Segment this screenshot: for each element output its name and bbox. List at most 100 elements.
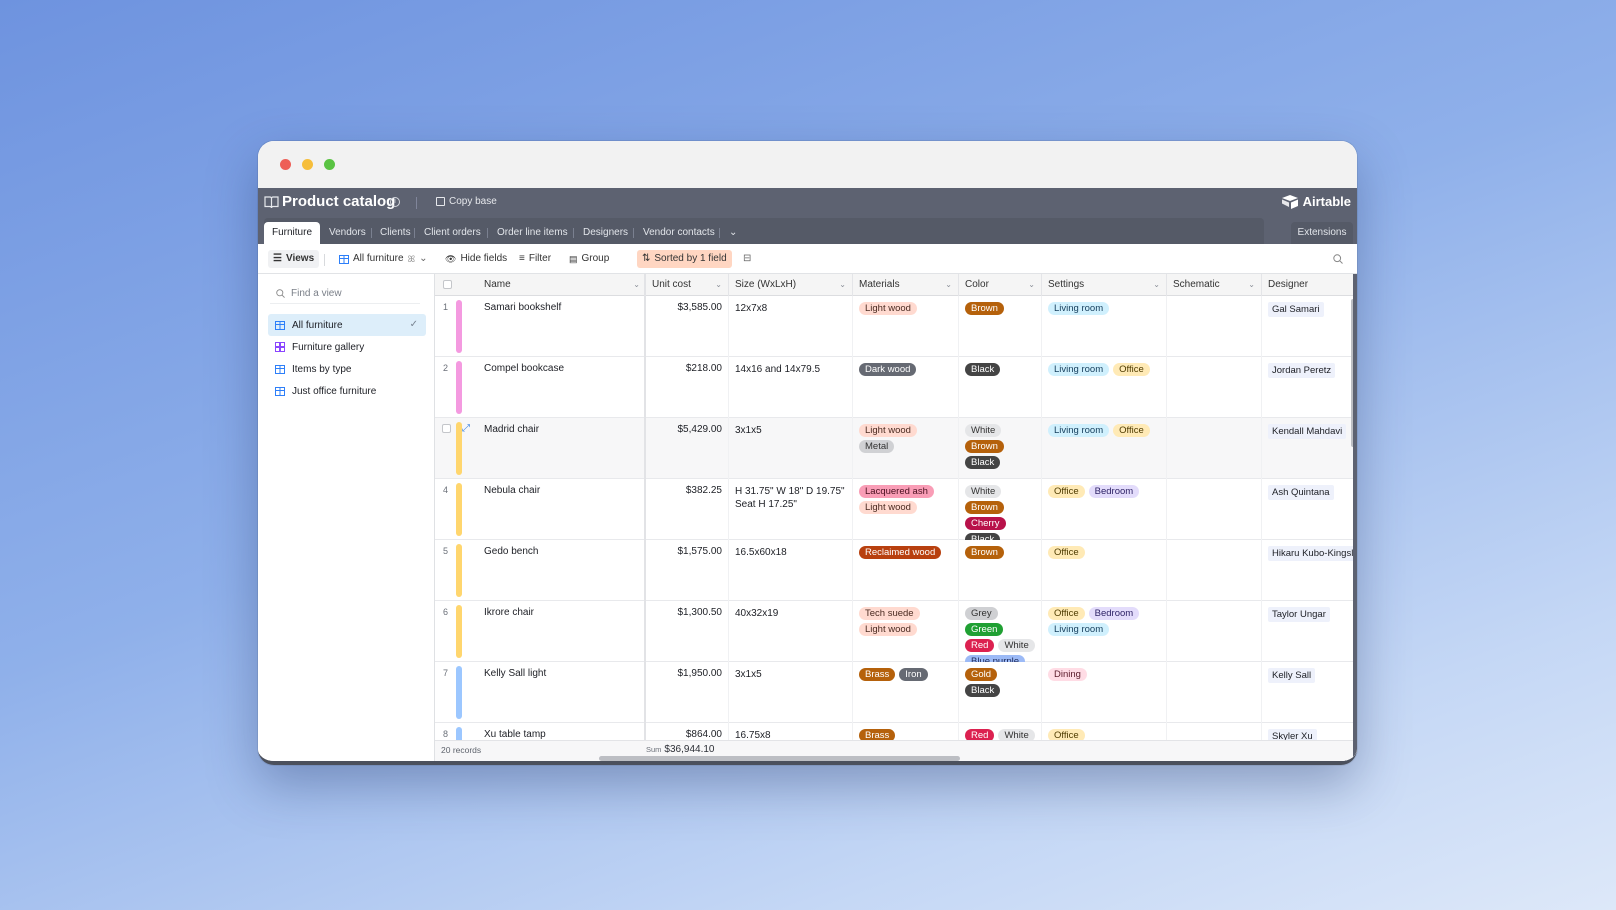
views-button[interactable]: ☰ Views <box>268 250 320 268</box>
expand-record-icon[interactable]: ⤢ <box>462 423 470 434</box>
schematic-cell[interactable] <box>1167 418 1262 479</box>
table-row[interactable]: 6 Ikrore chair $1,300.50 40x32x19 Tech suede… <box>435 601 1357 662</box>
table-row[interactable]: 2 Compel bookcase $218.00 14x16 and 14x79.5… <box>435 357 1357 418</box>
materials-cell[interactable]: Brass Iron <box>853 662 959 723</box>
name-cell[interactable]: Ikrore chair <box>484 607 535 618</box>
column-header-schematic[interactable]: Schematic ⌄ <box>1167 274 1262 296</box>
table-row[interactable]: 1 Samari bookshelf $3,585.00 12x7x8 Light wo… <box>435 296 1357 357</box>
size-cell[interactable]: 12x7x8 <box>729 296 853 357</box>
sidebar-view-furniture-gallery[interactable]: Furniture gallery <box>268 336 426 358</box>
frozen-column-divider[interactable] <box>644 274 646 761</box>
unit-cost-cell[interactable]: $3,585.00 <box>646 296 729 357</box>
materials-cell[interactable]: Reclaimed wood <box>853 540 959 601</box>
filter-button[interactable]: ≡ Filter <box>514 250 556 268</box>
sort-button[interactable]: ⇅ Sorted by 1 field <box>637 250 732 268</box>
name-cell[interactable]: Samari bookshelf <box>484 302 562 313</box>
maximize-window-button[interactable] <box>324 159 335 170</box>
column-header-unit-cost[interactable]: Unit cost ⌄ <box>646 274 729 296</box>
name-cell[interactable]: Nebula chair <box>484 485 541 496</box>
name-cell[interactable]: Gedo bench <box>484 546 539 557</box>
size-cell[interactable]: 16.5x60x18 <box>729 540 853 601</box>
materials-cell[interactable]: Light wood <box>853 296 959 357</box>
color-cell[interactable]: Black <box>959 357 1042 418</box>
linked-record-chip[interactable]: Kelly Sall <box>1268 668 1316 683</box>
materials-cell[interactable]: Dark wood <box>853 357 959 418</box>
unit-cost-summary[interactable]: Sum $36,944.10 <box>646 744 714 755</box>
schematic-cell[interactable] <box>1167 662 1262 723</box>
unit-cost-cell[interactable]: $1,300.50 <box>646 601 729 662</box>
column-header-size[interactable]: Size (WxLxH) ⌄ <box>729 274 853 296</box>
unit-cost-cell[interactable]: $1,950.00 <box>646 662 729 723</box>
settings-cell[interactable]: Living room <box>1042 296 1167 357</box>
designer-cell[interactable]: Gal Samari <box>1262 296 1357 357</box>
designer-cell[interactable]: Kendall Mahdavi <box>1262 418 1357 479</box>
materials-cell[interactable]: Tech suede Light wood <box>853 601 959 662</box>
tab-client-orders[interactable]: Client orders <box>424 227 481 238</box>
tab-vendor-contacts[interactable]: Vendor contacts <box>643 227 715 238</box>
materials-cell[interactable]: Light wood Metal <box>853 418 959 479</box>
linked-record-chip[interactable]: Jordan Peretz <box>1268 363 1336 378</box>
designer-cell[interactable]: Taylor Ungar <box>1262 601 1357 662</box>
close-window-button[interactable] <box>280 159 291 170</box>
settings-cell[interactable]: Office Bedroom <box>1042 479 1167 540</box>
color-cell[interactable]: White Brown Black <box>959 418 1042 479</box>
group-button[interactable]: ▤ Group <box>564 250 614 268</box>
more-tabs-chevron-icon[interactable]: ⌄ <box>729 227 738 238</box>
settings-cell[interactable]: Office <box>1042 540 1167 601</box>
sidebar-view-just-office-furniture[interactable]: Just office furniture <box>268 380 426 402</box>
column-header-settings[interactable]: Settings ⌄ <box>1042 274 1167 296</box>
designer-cell[interactable]: Jordan Peretz <box>1262 357 1357 418</box>
column-header-materials[interactable]: Materials ⌄ <box>853 274 959 296</box>
color-cell[interactable]: Grey Green Red White Blue purple <box>959 601 1042 662</box>
linked-record-chip[interactable]: Ash Quintana <box>1268 485 1334 500</box>
schematic-cell[interactable] <box>1167 601 1262 662</box>
column-header-color[interactable]: Color ⌄ <box>959 274 1042 296</box>
unit-cost-cell[interactable]: $218.00 <box>646 357 729 418</box>
row-checkbox[interactable] <box>442 424 451 433</box>
tab-furniture[interactable]: Furniture <box>264 222 321 244</box>
color-cell[interactable]: Gold Black <box>959 662 1042 723</box>
sidebar-view-all-furniture[interactable]: All furniture ✓ <box>268 314 426 336</box>
schematic-cell[interactable] <box>1167 479 1262 540</box>
linked-record-chip[interactable]: Gal Samari <box>1268 302 1324 317</box>
name-cell[interactable]: Compel bookcase <box>484 363 565 374</box>
row-height-button[interactable]: ⊟ <box>738 250 756 268</box>
name-cell[interactable]: Madrid chair <box>484 424 540 435</box>
find-view-input[interactable]: Find a view <box>270 284 420 304</box>
color-cell[interactable]: White Brown Cherry Black <box>959 479 1042 540</box>
materials-cell[interactable]: Lacquered ash Light wood <box>853 479 959 540</box>
color-cell[interactable]: Brown <box>959 296 1042 357</box>
color-cell[interactable]: Brown <box>959 540 1042 601</box>
unit-cost-cell[interactable]: $1,575.00 <box>646 540 729 601</box>
search-icon[interactable] <box>1333 254 1343 264</box>
info-icon[interactable]: i <box>390 197 400 207</box>
name-cell[interactable]: Kelly Sall light <box>484 668 547 679</box>
linked-record-chip[interactable]: Kendall Mahdavi <box>1268 424 1347 439</box>
schematic-cell[interactable] <box>1167 357 1262 418</box>
tab-vendors[interactable]: Vendors <box>329 227 366 238</box>
select-all-checkbox[interactable] <box>443 280 452 289</box>
settings-cell[interactable]: Living room Office <box>1042 418 1167 479</box>
name-cell[interactable]: Xu table tamp <box>484 729 546 740</box>
size-cell[interactable]: 3x1x5 <box>729 662 853 723</box>
tab-order-line-items[interactable]: Order line items <box>497 227 568 238</box>
table-row[interactable]: 5 Gedo bench $1,575.00 16.5x60x18 Reclaimed … <box>435 540 1357 601</box>
copy-base-button[interactable]: Copy base <box>436 196 497 207</box>
table-row[interactable]: 4 Nebula chair $382.25 H 31.75" W 18" D 19.… <box>435 479 1357 540</box>
hide-fields-button[interactable]: 👁 Hide fields <box>440 250 512 268</box>
settings-cell[interactable]: Dining <box>1042 662 1167 723</box>
size-cell[interactable]: 3x1x5 <box>729 418 853 479</box>
settings-cell[interactable]: Living room Office <box>1042 357 1167 418</box>
settings-cell[interactable]: Office Bedroom Living room <box>1042 601 1167 662</box>
tab-clients[interactable]: Clients <box>380 227 411 238</box>
unit-cost-cell[interactable]: $5,429.00 <box>646 418 729 479</box>
base-title[interactable]: Product catalog <box>282 193 396 210</box>
linked-record-chip[interactable]: Taylor Ungar <box>1268 607 1330 622</box>
table-row[interactable]: 7 Kelly Sall light $1,950.00 3x1x5 Brass Iron… <box>435 662 1357 723</box>
designer-cell[interactable]: Kelly Sall <box>1262 662 1357 723</box>
designer-cell[interactable]: Ash Quintana <box>1262 479 1357 540</box>
tab-designers[interactable]: Designers <box>583 227 629 238</box>
size-cell[interactable]: H 31.75" W 18" D 19.75" Seat H 17.25" <box>729 479 853 540</box>
schematic-cell[interactable] <box>1167 540 1262 601</box>
unit-cost-cell[interactable]: $382.25 <box>646 479 729 540</box>
